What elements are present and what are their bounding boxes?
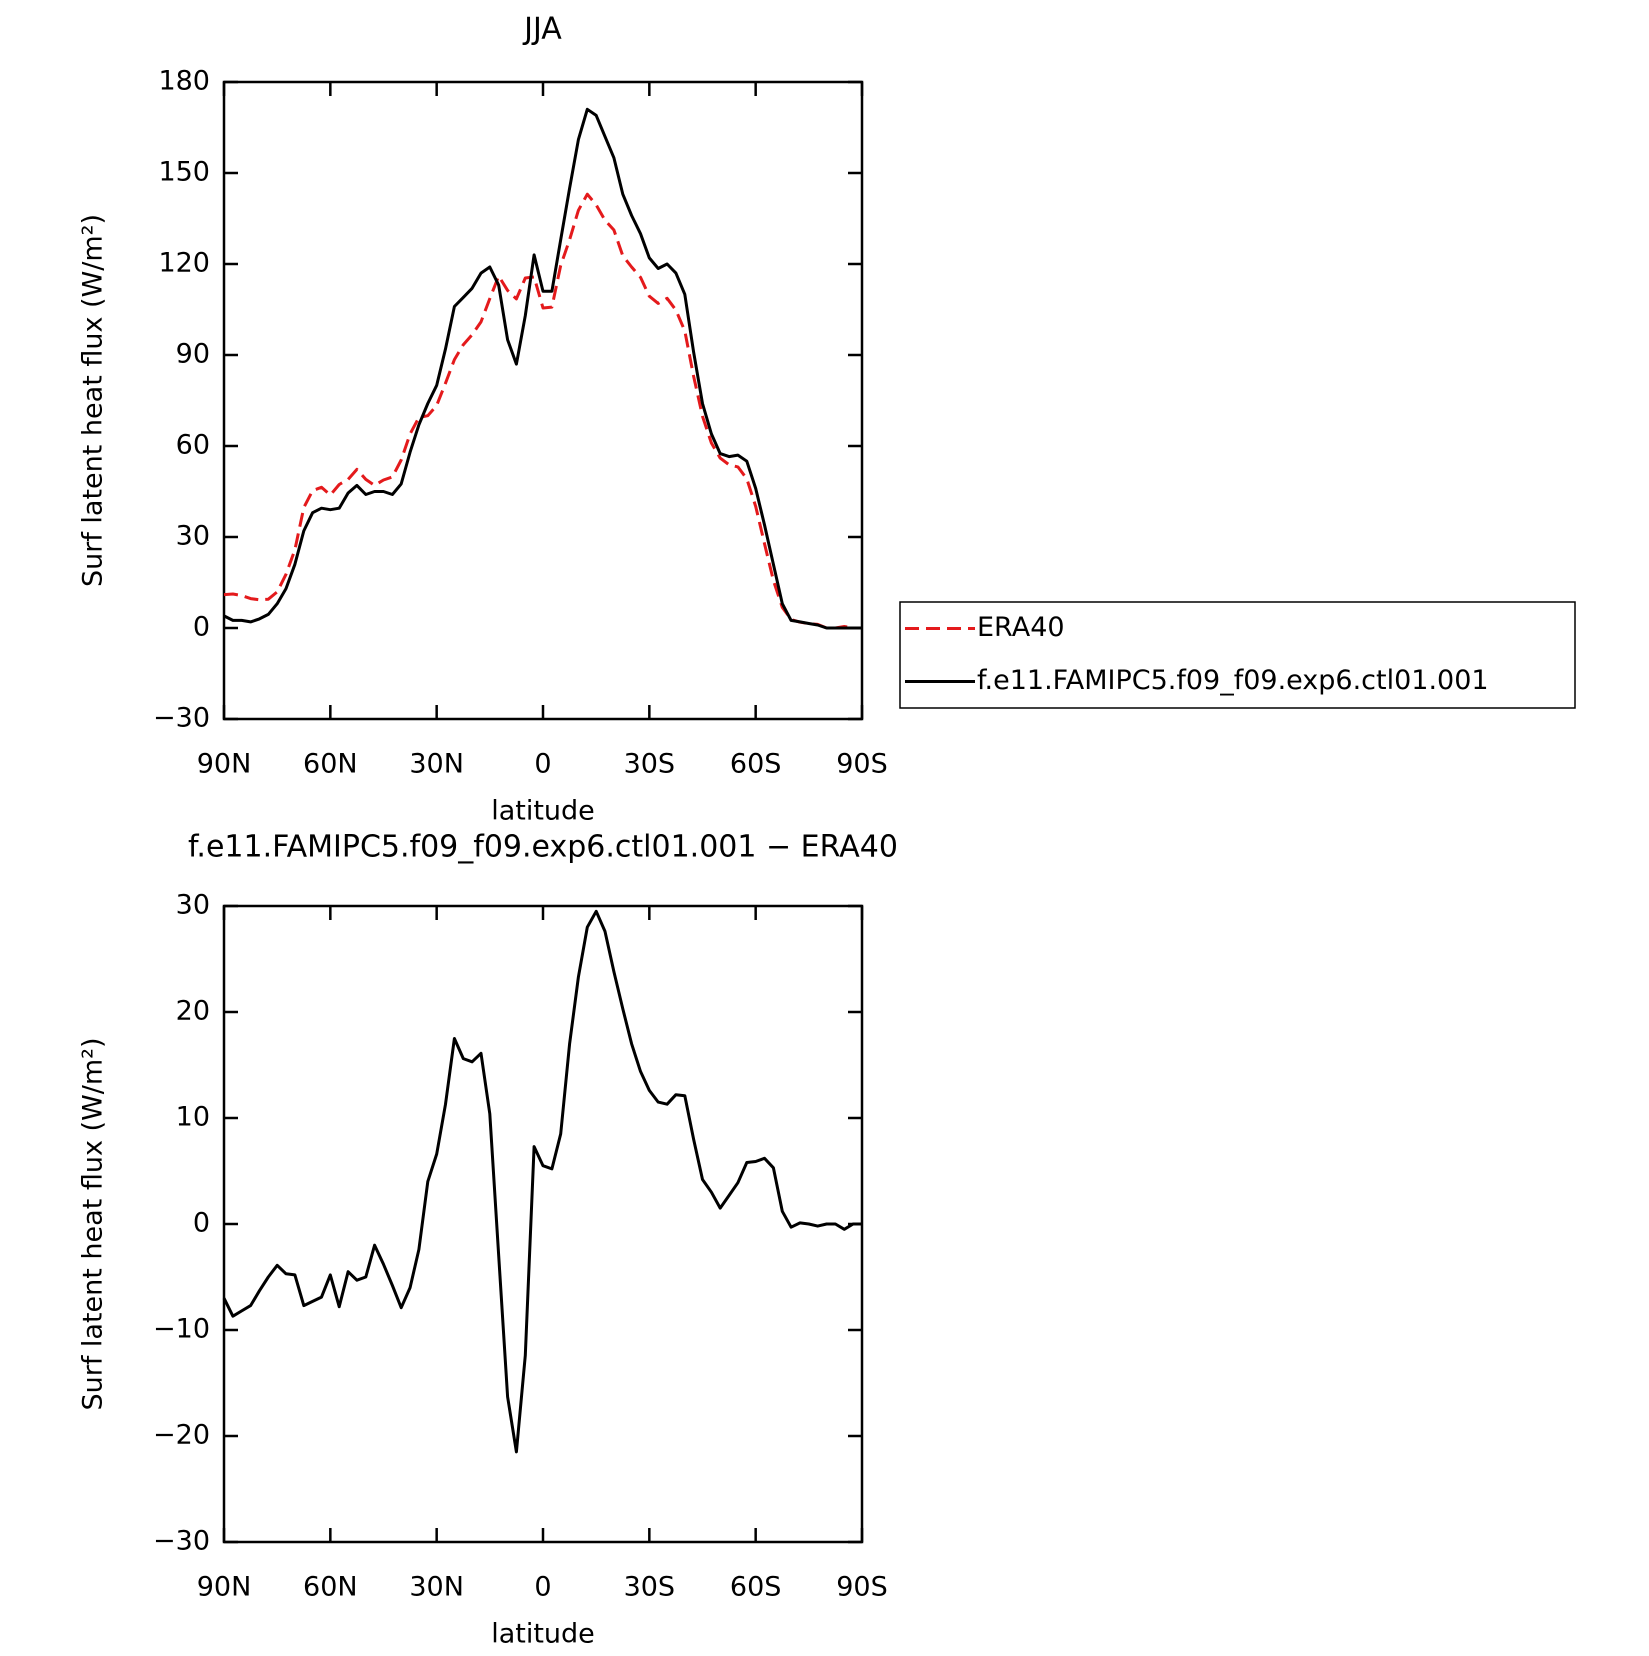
x-tick-label: 90N bbox=[197, 1572, 252, 1603]
x-tick-label: 30N bbox=[409, 749, 464, 780]
y-tick-label: 20 bbox=[176, 996, 210, 1027]
x-tick-label: 90S bbox=[836, 749, 888, 780]
x-tick-label: 60N bbox=[303, 1572, 358, 1603]
y-tick-label: 0 bbox=[193, 1208, 210, 1239]
y-tick-label: 60 bbox=[176, 430, 210, 461]
legend-box bbox=[899, 601, 1576, 709]
x-tick-label: 0 bbox=[534, 1572, 551, 1603]
x-tick-label: 60N bbox=[303, 749, 358, 780]
y-tick-label: 10 bbox=[176, 1102, 210, 1133]
x-tick-label: 90N bbox=[197, 749, 252, 780]
x-tick-label: 60S bbox=[730, 749, 782, 780]
y-tick-label: 90 bbox=[176, 339, 210, 370]
y-tick-label: 120 bbox=[158, 248, 210, 279]
x-tick-label: 0 bbox=[534, 749, 551, 780]
y-tick-label: 180 bbox=[158, 66, 210, 97]
chart-title: JJA bbox=[522, 12, 562, 47]
x-axis-label: latitude bbox=[491, 1619, 595, 1650]
y-tick-label: 30 bbox=[176, 890, 210, 921]
x-tick-label: 30S bbox=[624, 749, 676, 780]
data-line bbox=[223, 192, 862, 630]
x-axis-label: latitude bbox=[491, 796, 595, 827]
y-tick-label: 150 bbox=[158, 157, 210, 188]
y-tick-label: 30 bbox=[176, 521, 210, 552]
y-tick-label: −30 bbox=[153, 1526, 210, 1557]
x-tick-label: 60S bbox=[730, 1572, 782, 1603]
y-tick-label: −20 bbox=[153, 1420, 210, 1451]
y-axis-label: Surf latent heat flux (W/m²) bbox=[78, 214, 109, 587]
x-tick-label: 30S bbox=[624, 1572, 676, 1603]
legend-label: f.e11.FAMIPC5.f09_f09.exp6.ctl01.001 bbox=[977, 665, 1489, 696]
legend-label: ERA40 bbox=[977, 612, 1065, 643]
y-tick-label: −30 bbox=[153, 703, 210, 734]
plot-frame bbox=[222, 904, 864, 1544]
data-line bbox=[222, 909, 862, 1454]
y-tick-label: 0 bbox=[193, 612, 210, 643]
y-tick-label: −10 bbox=[153, 1314, 210, 1345]
x-tick-label: 30N bbox=[409, 1572, 464, 1603]
chart-title: f.e11.FAMIPC5.f09_f09.exp6.ctl01.001 − E… bbox=[188, 830, 898, 865]
x-tick-label: 90S bbox=[836, 1572, 888, 1603]
y-axis-label: Surf latent heat flux (W/m²) bbox=[78, 1037, 109, 1410]
plot-frame bbox=[222, 80, 864, 721]
data-line bbox=[223, 107, 862, 630]
